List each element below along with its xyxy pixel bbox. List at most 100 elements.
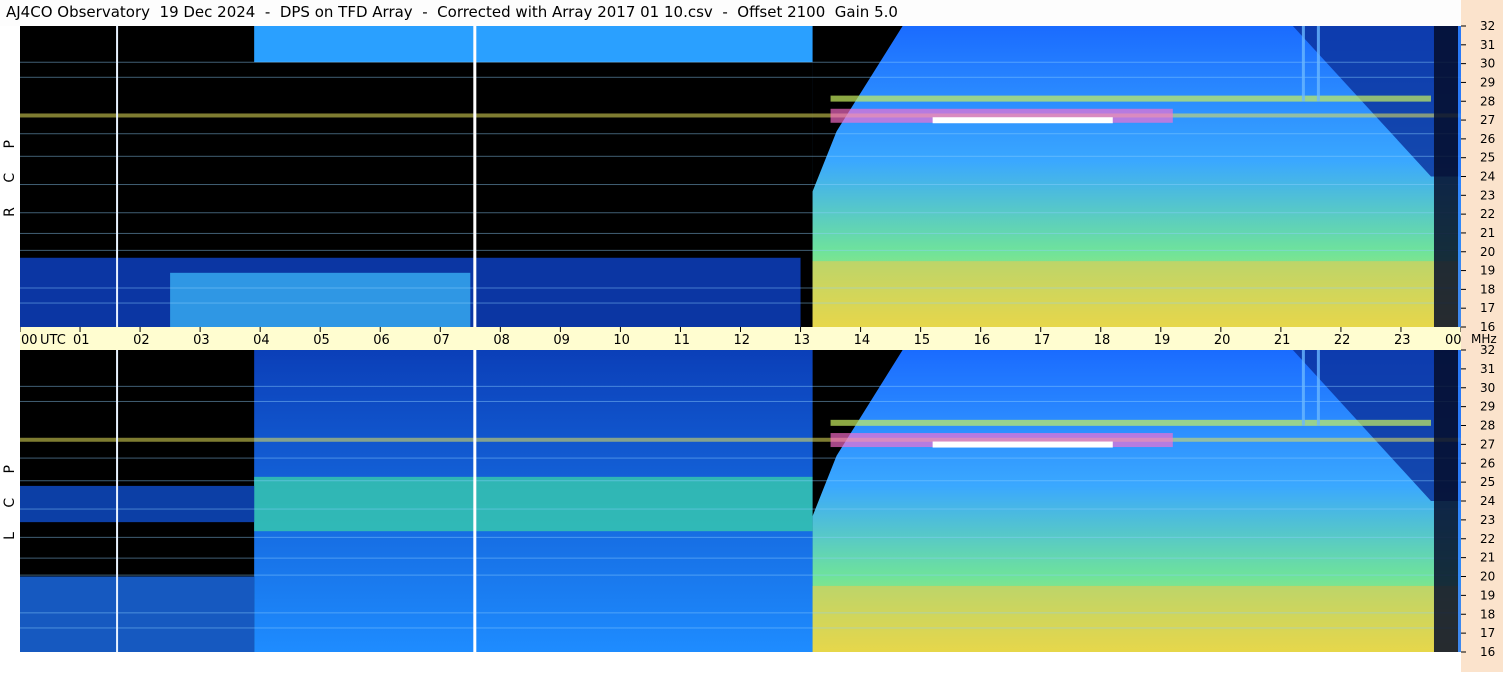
- top-blue-strip: [254, 26, 813, 63]
- time-tick-label: 02: [133, 333, 150, 348]
- freq-tick-label: 27: [1480, 437, 1495, 451]
- time-tick-label: 23: [1394, 333, 1411, 348]
- freq-tick-label: 20: [1480, 245, 1495, 259]
- time-tick-label: 12: [734, 333, 751, 348]
- freq-tick-label: 21: [1480, 551, 1495, 565]
- rcp-spectrogram: [20, 26, 1461, 327]
- time-tick-label: 19: [1154, 333, 1171, 348]
- band-28mhz: [830, 95, 1431, 102]
- freq-tick-label: 24: [1480, 170, 1495, 184]
- interference-line: [20, 184, 1461, 186]
- freq-tick-label: 30: [1480, 57, 1495, 71]
- freq-tick-label: 27: [1480, 113, 1495, 127]
- time-tick-label: 21: [1274, 333, 1291, 348]
- vertical-marker: [1316, 26, 1320, 102]
- interference-line: [20, 155, 1461, 157]
- lcp-panel-label: L C P: [2, 455, 18, 540]
- freq-tick-label: 29: [1480, 75, 1495, 89]
- interference-line: [20, 612, 1461, 614]
- right-edge-column: [1457, 350, 1461, 652]
- interference-line: [20, 61, 1461, 63]
- freq-tick-label: 31: [1480, 38, 1495, 52]
- time-tick-label: 00: [21, 333, 38, 348]
- interference-line: [20, 574, 1461, 576]
- band-27mhz: [20, 437, 1461, 442]
- band-27mhz-white: [932, 117, 1113, 124]
- warm-low-region: [812, 261, 1461, 327]
- freq-tick-label: 23: [1480, 188, 1495, 202]
- interference-line: [20, 385, 1461, 387]
- time-tick-label: 15: [914, 333, 931, 348]
- time-tick-label: 20: [1214, 333, 1231, 348]
- band-28mhz: [830, 419, 1431, 426]
- freq-tick-label: 32: [1480, 19, 1495, 33]
- vertical-marker: [1316, 350, 1320, 426]
- time-tick-label: 17: [1034, 333, 1051, 348]
- interference-line: [20, 232, 1461, 234]
- time-tick-label: 04: [253, 333, 270, 348]
- chart-title: AJ4CO Observatory 19 Dec 2024 - DPS on T…: [6, 3, 898, 21]
- time-tick-label: 03: [193, 333, 210, 348]
- time-tick-label: 08: [493, 333, 510, 348]
- freq-tick-label: 21: [1480, 226, 1495, 240]
- dark-column: [1433, 350, 1458, 652]
- freq-tick-label: 31: [1480, 362, 1495, 376]
- time-tick-label: 10: [613, 333, 630, 348]
- freq-tick-label: 23: [1480, 513, 1495, 527]
- freq-tick-label: 29: [1480, 400, 1495, 414]
- time-tick-label: 01: [73, 333, 90, 348]
- interference-line: [20, 627, 1461, 629]
- dark-column: [1433, 26, 1458, 327]
- freq-tick-label: 28: [1480, 419, 1495, 433]
- rcp-panel-label: R C P: [2, 130, 18, 217]
- time-tick-label: 14: [854, 333, 871, 348]
- frequency-axis: 32 31 30 29 28 27 26 25 24 23 22 21 20 19 18 17 16 32 31 30…: [1461, 0, 1503, 672]
- freq-tick-label: 22: [1480, 207, 1495, 221]
- band-27mhz: [20, 113, 1461, 118]
- freq-tick-label: 22: [1480, 532, 1495, 546]
- time-axis: 00 01 02 03 04 05 06 07 08 09 10 11 12 13 14 15 16 17 18 19…: [19, 327, 1462, 350]
- freq-tick-label: 16: [1480, 320, 1495, 334]
- freq-tick-label: 24: [1480, 494, 1495, 508]
- time-tick-label: 11: [673, 333, 690, 348]
- interference-line: [20, 302, 1461, 304]
- freq-tick-label: 19: [1480, 264, 1495, 278]
- left-label-band: [0, 26, 20, 652]
- time-unit-label: UTC: [40, 333, 66, 348]
- freq-tick-label: 25: [1480, 151, 1495, 165]
- right-edge-column: [1457, 26, 1461, 327]
- interference-line: [20, 536, 1461, 538]
- interference-line: [20, 457, 1461, 459]
- vertical-marker: [473, 350, 477, 652]
- interference-line: [20, 76, 1461, 78]
- time-tick-label: 22: [1334, 333, 1351, 348]
- time-tick-label: 05: [313, 333, 330, 348]
- freq-tick-label: 30: [1480, 381, 1495, 395]
- dawn-edge: [812, 350, 903, 517]
- mid-band-left: [20, 485, 255, 523]
- time-tick-label: 06: [373, 333, 390, 348]
- interference-line: [20, 480, 1461, 482]
- interference-line: [20, 557, 1461, 559]
- freq-tick-label: 17: [1480, 301, 1495, 315]
- interference-line: [20, 287, 1461, 289]
- freq-tick-label: 17: [1480, 626, 1495, 640]
- time-tick-label: 07: [433, 333, 450, 348]
- interference-line: [20, 400, 1461, 402]
- vertical-marker: [473, 26, 477, 327]
- freq-tick-label: 18: [1480, 282, 1495, 296]
- vertical-marker: [1301, 350, 1305, 426]
- interference-line: [20, 133, 1461, 135]
- freq-tick-label: 20: [1480, 570, 1495, 584]
- freq-tick-label: 28: [1480, 94, 1495, 108]
- low-band-left: [20, 576, 255, 652]
- mid-band: [254, 476, 813, 532]
- freq-tick-label: 18: [1480, 607, 1495, 621]
- freq-unit-label: MHz: [1471, 332, 1497, 346]
- freq-tick-label: 25: [1480, 475, 1495, 489]
- title-bar: [0, 0, 1503, 26]
- vertical-marker: [116, 350, 119, 652]
- band-27mhz-white: [932, 441, 1113, 448]
- freq-tick-label: 32: [1480, 343, 1495, 357]
- time-tick-label: 00: [1445, 333, 1461, 348]
